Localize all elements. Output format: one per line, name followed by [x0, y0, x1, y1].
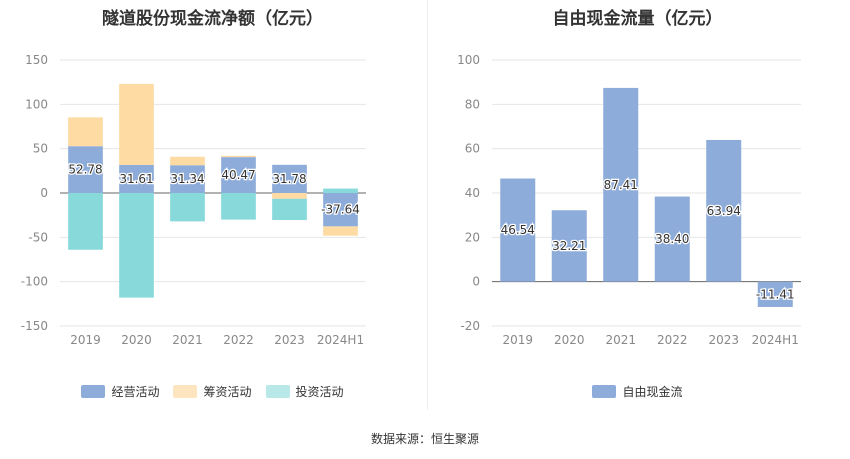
- source-note: 数据来源：恒生聚源: [370, 432, 479, 446]
- bar-投资活动-2020: [119, 193, 154, 298]
- data-label: 63.94: [707, 204, 741, 218]
- x-tick-label: 2020: [121, 333, 152, 347]
- bar-筹资活动-2020: [119, 83, 154, 165]
- x-tick-label: 2019: [70, 333, 101, 347]
- y-tick-label: 100: [25, 97, 48, 111]
- legend-item-operating[interactable]: 经营活动: [81, 383, 159, 400]
- cash-flow-net-chart: 隧道股份现金流净额（亿元） 150 100 50 0 -50 -100 -150 2019 20…: [0, 0, 425, 410]
- bar-筹资活动-2021: [170, 156, 205, 166]
- legend-item-investing[interactable]: 投资活动: [265, 383, 344, 400]
- free-cash-flow-plot: 100 80 60 40 20 0 -20 2019 2020 2021 2022 2023 2024H…: [457, 53, 801, 347]
- chart-title: 自由现金流量（亿元）: [552, 9, 723, 29]
- x-tick-label: 2019: [502, 333, 533, 347]
- data-label: 40.47: [221, 168, 255, 182]
- bar-自由现金流-2021: [603, 87, 639, 282]
- data-label: 31.61: [119, 172, 153, 186]
- x-tick-label: 2023: [274, 333, 305, 347]
- legend-swatch-operating: [81, 385, 106, 398]
- bar-自由现金流-2019: [500, 178, 536, 282]
- y-tick-label: 80: [465, 97, 480, 111]
- x-tick-label: 2022: [657, 333, 688, 347]
- x-tick-label: 2024H1: [752, 333, 799, 347]
- x-tick-label: 2024H1: [317, 333, 364, 347]
- data-label: 38.40: [655, 232, 689, 246]
- y-tick-label: 60: [465, 142, 480, 156]
- y-tick-label: -20: [460, 319, 480, 333]
- y-tick-label: 0: [40, 186, 48, 200]
- cash-flow-net-plot: 150 100 50 0 -50 -100 -150 2019 2020 2021 2022 2023…: [21, 53, 366, 347]
- x-tick-label: 2021: [605, 333, 636, 347]
- y-tick-label: 50: [33, 142, 48, 156]
- y-tick-label: 20: [465, 230, 480, 244]
- x-tick-label: 2023: [708, 333, 739, 347]
- data-label: 87.41: [604, 178, 638, 192]
- data-label: 31.78: [272, 172, 306, 186]
- bar-经营活动-2023: [272, 164, 307, 193]
- y-tick-label: 0: [472, 275, 480, 289]
- bar-经营活动-2021: [170, 165, 205, 193]
- bar-自由现金流-2024H1: [757, 281, 793, 307]
- panel-divider: [427, 0, 428, 410]
- bar-投资活动-2024H1: [323, 188, 358, 193]
- data-label: 46.54: [501, 223, 535, 237]
- legend-item-financing[interactable]: 筹资活动: [173, 383, 252, 400]
- bar-投资活动-2019: [68, 193, 103, 250]
- y-tick-label: 40: [465, 186, 480, 200]
- bar-投资活动-2022: [221, 193, 256, 220]
- chart-title: 隧道股份现金流净额（亿元）: [102, 9, 323, 29]
- x-tick-label: 2021: [172, 333, 203, 347]
- x-tick-label: 2020: [554, 333, 585, 347]
- legend-swatch-free-cash-flow: [592, 385, 617, 398]
- legend: 自由现金流: [425, 383, 850, 400]
- data-label: 52.78: [68, 163, 102, 177]
- bar-经营活动-2019: [68, 146, 103, 193]
- free-cash-flow-chart: 自由现金流量（亿元） 100 80 60 40 20 0 -20 2019 2020 2021 20…: [425, 0, 850, 410]
- bar-经营活动-2022: [221, 157, 256, 193]
- y-tick-label: 150: [25, 53, 48, 67]
- bar-投资活动-2023: [272, 198, 307, 221]
- data-label: 32.21: [552, 239, 586, 253]
- x-tick-label: 2022: [223, 333, 254, 347]
- legend-swatch-financing: [173, 385, 198, 398]
- data-label: 31.34: [170, 172, 204, 186]
- legend-label: 投资活动: [295, 385, 344, 399]
- bar-筹资活动-2019: [68, 117, 103, 147]
- bar-经营活动-2020: [119, 164, 154, 193]
- bar-筹资活动-2023: [272, 193, 307, 199]
- legend: 经营活动 筹资活动 投资活动: [0, 383, 425, 400]
- data-label: -11.41: [756, 287, 795, 301]
- y-tick-label: -100: [21, 275, 48, 289]
- y-tick-label: -50: [28, 230, 48, 244]
- legend-swatch-investing: [265, 385, 290, 398]
- legend-label: 筹资活动: [203, 385, 252, 399]
- bar-自由现金流-2020: [551, 210, 587, 282]
- legend-label: 自由现金流: [622, 385, 683, 399]
- bar-经营活动-2024H1: [323, 193, 358, 227]
- y-tick-label: -150: [21, 319, 48, 333]
- legend-item-free-cash-flow[interactable]: 自由现金流: [592, 383, 683, 400]
- bar-筹资活动-2024H1: [323, 226, 358, 236]
- y-tick-label: 100: [457, 53, 480, 67]
- bar-投资活动-2021: [170, 193, 205, 222]
- legend-label: 经营活动: [111, 385, 160, 399]
- bar-自由现金流-2023: [706, 139, 742, 282]
- bar-筹资活动-2022: [221, 155, 256, 158]
- bar-自由现金流-2022: [654, 196, 690, 282]
- data-label: -37.64: [321, 203, 360, 217]
